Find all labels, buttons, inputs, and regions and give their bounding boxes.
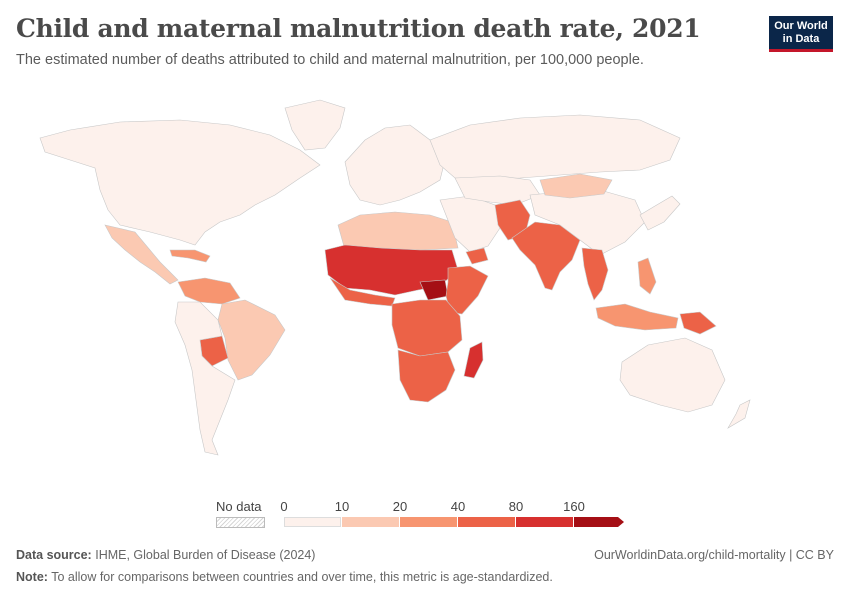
region-papua-new-guinea[interactable] [679, 311, 717, 335]
region-caribbean[interactable] [169, 249, 211, 263]
legend-arrow [618, 517, 624, 527]
region-north-africa[interactable] [337, 211, 459, 251]
region-southeast-asia[interactable] [581, 247, 609, 301]
region-philippines[interactable] [637, 257, 657, 295]
legend-bin[interactable] [574, 517, 619, 527]
legend-tick-label: 80 [508, 499, 524, 514]
region-mongolia[interactable] [539, 173, 613, 199]
footer-note: Note: To allow for comparisons between c… [16, 570, 553, 584]
legend-bin[interactable] [284, 517, 342, 527]
owid-logo[interactable]: Our World in Data [769, 16, 833, 52]
region-south-america-south[interactable] [174, 301, 236, 456]
legend-bin[interactable] [458, 517, 516, 527]
region-japan-korea[interactable] [639, 195, 681, 231]
legend-tick-label: 0 [280, 499, 288, 514]
footer-note-label: Note: [16, 570, 48, 584]
region-mexico-central-america[interactable] [104, 224, 179, 285]
logo-line-2: in Data [782, 33, 820, 45]
region-south-america-north[interactable] [177, 277, 241, 305]
world-map [39, 99, 751, 456]
footer-source-text[interactable]: IHME, Global Burden of Disease (2024) [95, 548, 316, 562]
region-south-sudan[interactable] [419, 279, 449, 301]
region-southern-africa[interactable] [397, 349, 456, 403]
region-north-america[interactable] [39, 119, 321, 246]
region-india[interactable] [511, 221, 581, 291]
legend-bin[interactable] [516, 517, 574, 527]
legend-bin[interactable] [342, 517, 400, 527]
chart-subtitle: The estimated number of deaths attribute… [16, 52, 644, 68]
region-central-asia[interactable] [454, 175, 541, 206]
footer-url[interactable]: OurWorldinData.org/child-mortality | CC … [594, 548, 834, 562]
region-yemen[interactable] [465, 247, 489, 265]
legend-tick-label: 20 [392, 499, 408, 514]
logo-line-1: Our World [774, 20, 828, 32]
region-horn-of-africa[interactable] [445, 265, 489, 315]
region-west-africa-coast[interactable] [329, 277, 396, 307]
map-legend: No data 0 10 20 40 80 160 [0, 496, 850, 536]
footer-note-text: To allow for comparisons between countri… [51, 570, 553, 584]
region-russia[interactable] [429, 114, 681, 181]
footer-source-label: Data source: [16, 548, 92, 562]
region-greenland[interactable] [284, 99, 346, 151]
region-new-zealand[interactable] [727, 399, 751, 429]
footer-source: Data source: IHME, Global Burden of Dise… [16, 548, 315, 562]
legend-tick-label: 160 [563, 499, 585, 514]
legend-tick-label: 10 [334, 499, 350, 514]
legend-no-data-swatch[interactable] [216, 517, 265, 528]
legend-tick-label: 40 [450, 499, 466, 514]
legend-bin[interactable] [400, 517, 458, 527]
region-central-africa[interactable] [391, 299, 463, 357]
chart-title: Child and maternal malnutrition death ra… [16, 14, 701, 43]
region-europe[interactable] [344, 124, 446, 206]
legend-no-data-label: No data [216, 499, 262, 514]
region-brazil[interactable] [217, 299, 286, 381]
region-madagascar[interactable] [463, 341, 484, 379]
region-australia[interactable] [619, 337, 726, 413]
region-indonesia[interactable] [595, 303, 679, 331]
